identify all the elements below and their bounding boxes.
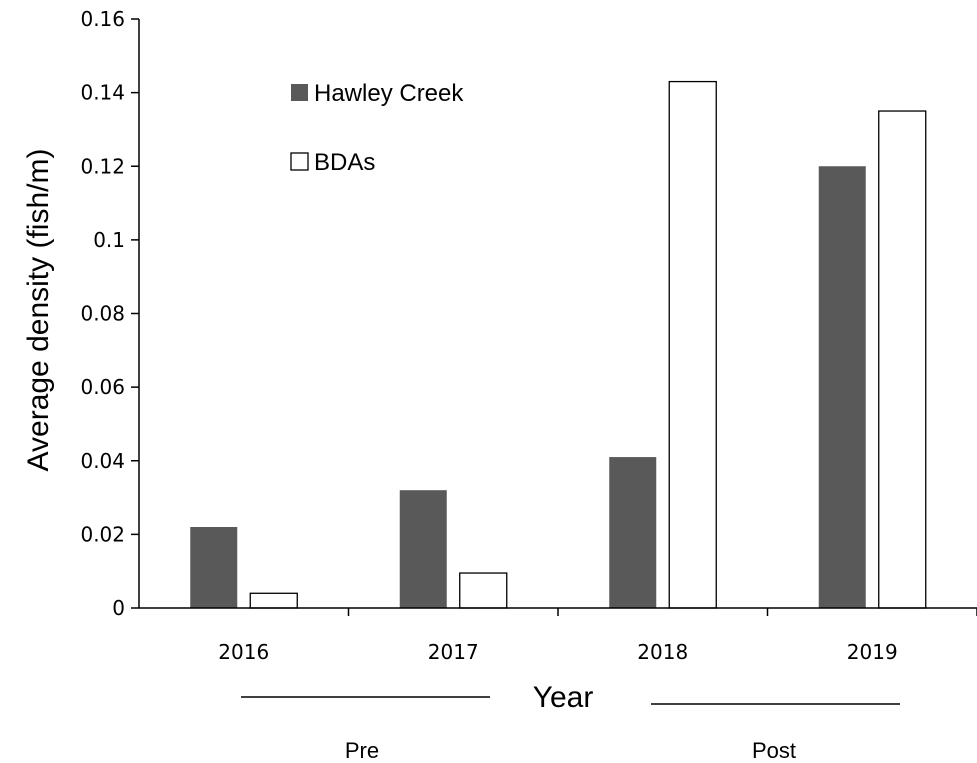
- y-tick-label: 0.1: [93, 228, 125, 252]
- bar-bdas-2019: [878, 110, 927, 609]
- bar-hawley-creek-2019: [818, 166, 866, 608]
- bar-bdas-2018: [668, 80, 717, 609]
- bar-bdas-2016: [249, 592, 298, 609]
- y-tick-label: 0.14: [80, 81, 125, 105]
- pre-period-label: Pre: [345, 738, 379, 763]
- legend-label-hawley-creek: Hawley Creek: [314, 80, 464, 107]
- x-tick-label: 2018: [637, 640, 688, 664]
- legend-label-bdas: BDAs: [314, 149, 375, 176]
- y-tick-label: 0.08: [80, 302, 125, 326]
- legend: Hawley Creek BDAs: [290, 80, 464, 176]
- legend-swatch-bdas: [290, 152, 309, 171]
- post-period-label: Post: [752, 738, 796, 763]
- y-axis-title: Average density (fish/m): [22, 149, 55, 472]
- y-axis-ticks: 0 0.02 0.04 0.06 0.08 0.1 0.12 0.14 0.16: [80, 7, 139, 620]
- bar-hawley-creek-2018: [609, 457, 657, 608]
- y-tick-label: 0.02: [80, 522, 125, 546]
- x-tick-label: 2017: [428, 640, 479, 664]
- y-tick-label: 0: [112, 596, 125, 620]
- bar-hawley-creek-2016: [190, 527, 238, 608]
- bar-bdas-2017: [459, 572, 508, 609]
- y-tick-label: 0.16: [80, 7, 125, 31]
- x-axis-title: Year: [533, 681, 594, 714]
- bars: [190, 80, 927, 609]
- y-tick-label: 0.12: [80, 154, 125, 178]
- y-tick-label: 0.06: [80, 375, 125, 399]
- legend-swatch-hawley-creek: [291, 84, 308, 101]
- x-tick-label: 2016: [218, 640, 269, 664]
- x-tick-label: 2019: [847, 640, 898, 664]
- x-axis-tick-labels: 2016 2017 2018 2019: [218, 608, 977, 664]
- bar-hawley-creek-2017: [399, 490, 447, 608]
- y-tick-label: 0.04: [80, 449, 125, 473]
